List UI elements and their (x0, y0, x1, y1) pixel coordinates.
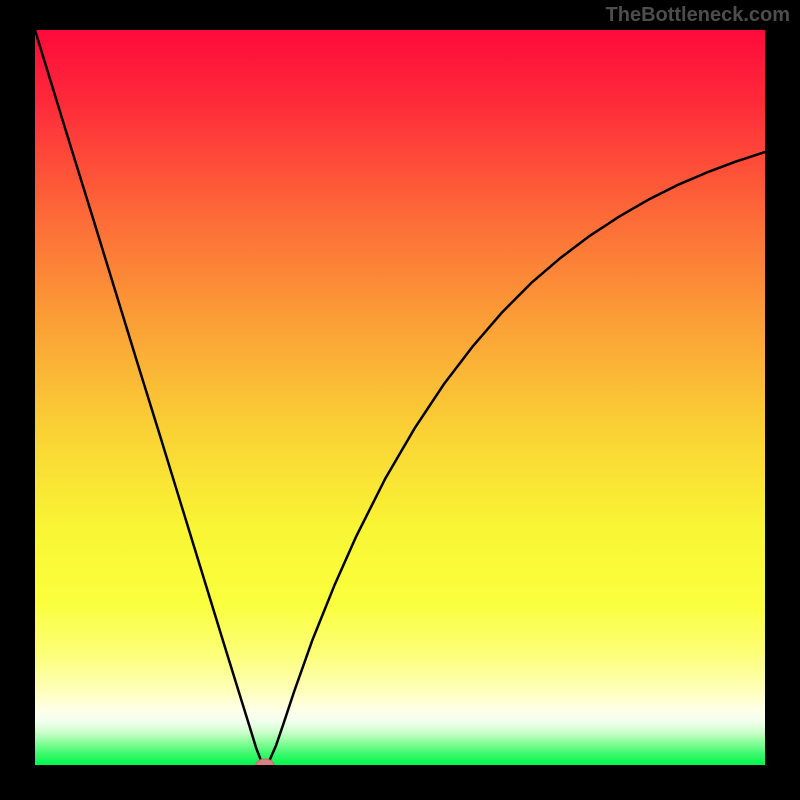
plot-area (35, 30, 765, 765)
curve-path (35, 30, 765, 765)
bottleneck-curve (35, 30, 765, 765)
watermark-text: TheBottleneck.com (606, 4, 790, 27)
minimum-marker (256, 759, 274, 765)
